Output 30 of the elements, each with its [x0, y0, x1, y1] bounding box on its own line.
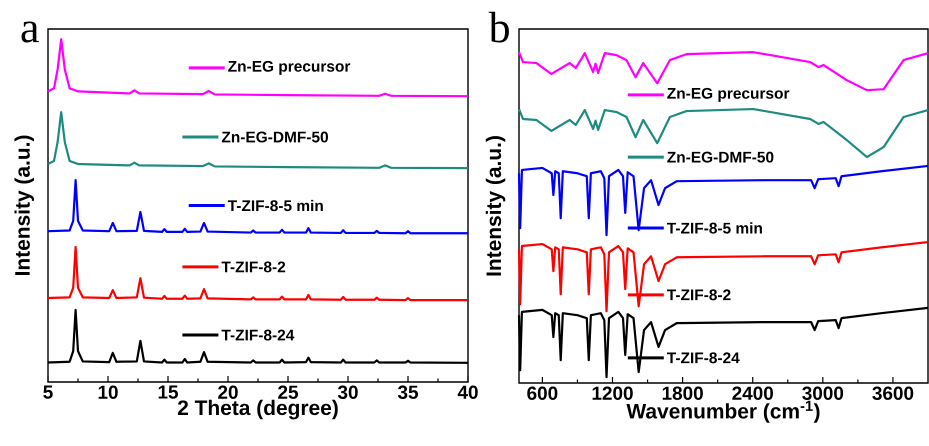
- legend-label: Zn-EG-DMF-50: [222, 132, 328, 142]
- x-tick-label: 3600: [872, 386, 914, 400]
- x-tick-label: 15: [158, 386, 178, 399]
- x-tick-label: 25: [278, 386, 298, 399]
- chart-title: b: [488, 12, 509, 43]
- x-tick-label: 30: [338, 386, 358, 399]
- x-tick-label: 600: [527, 386, 558, 400]
- x-tick-label: 3000: [802, 386, 844, 400]
- x-tick-label: 1200: [592, 386, 633, 400]
- legend-label: T-ZIF-8-24: [666, 352, 740, 364]
- legend-label: T-ZIF-8-2: [222, 261, 286, 272]
- y-axis-title: Intensity (a.u.): [14, 136, 34, 275]
- x-tick-label: 10: [98, 386, 118, 399]
- x-tick-label: 35: [398, 386, 418, 399]
- legend-label: Zn-EG precursor: [228, 60, 350, 75]
- legend-label: Zn-EG-DMF-50: [667, 152, 774, 163]
- legend-label: T-ZIF-8-24: [222, 330, 294, 341]
- x-tick-label: 20: [218, 386, 238, 399]
- x-axis-title: Wavenumber (cm$^{-1}$): [626, 400, 820, 423]
- legend-label: Zn-EG precursor: [667, 88, 790, 102]
- x-tick-label: 1800: [662, 386, 703, 400]
- x-tick-label: 5: [43, 386, 53, 399]
- legend-label: T-ZIF-8-5 min: [228, 200, 323, 212]
- chart-title: a: [22, 22, 39, 42]
- y-axis-title: Intensity (a.u.): [486, 136, 506, 276]
- legend-label: T-ZIF-8-2: [666, 289, 731, 300]
- legend-label: T-ZIF-8-5 min: [666, 222, 762, 234]
- x-tick-label: 40: [458, 386, 478, 399]
- x-tick-label: 2400: [732, 386, 773, 400]
- x-axis-title: 2 Theta (degree): [178, 400, 338, 420]
